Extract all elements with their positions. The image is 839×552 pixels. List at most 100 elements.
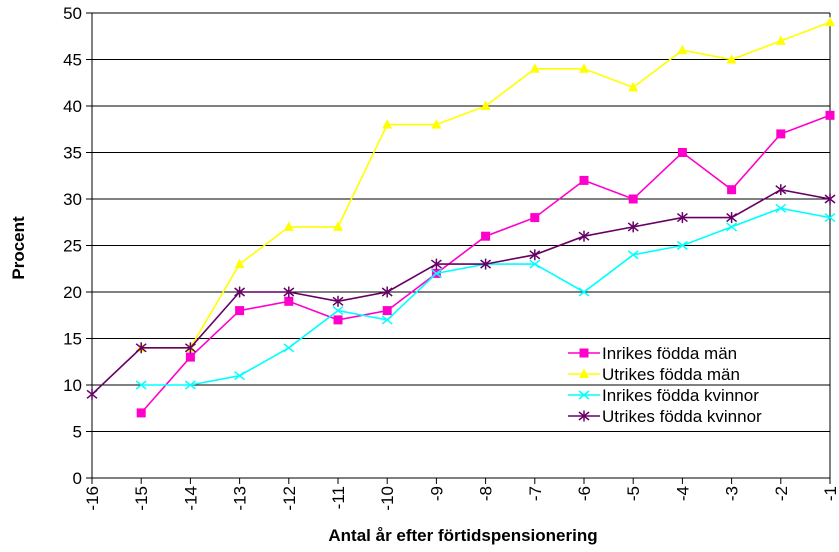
legend-marker <box>579 348 589 358</box>
data-point <box>677 148 687 157</box>
data-point <box>579 63 589 73</box>
axes: 0 5 10 15 20 25 30 35 40 45 50 -16 -15 -14 -13 -12 -11 -1… <box>63 4 839 511</box>
y-tick-label: 10 <box>63 376 82 395</box>
legend: Inrikes födda män Utrikes födda män Inrike… <box>568 344 762 426</box>
data-point <box>382 306 392 316</box>
data-point <box>677 44 688 55</box>
marker-stroke <box>283 343 295 353</box>
data-point <box>578 287 590 297</box>
y-tick-label: 25 <box>63 237 82 256</box>
legend-marker <box>579 368 589 378</box>
marker-stroke <box>332 306 344 316</box>
x-tick-label: -8 <box>477 486 496 501</box>
data-point <box>381 286 393 298</box>
data-point <box>135 342 147 354</box>
y-tick-label: 15 <box>63 330 82 349</box>
legend-label: Utrikes födda kvinnor <box>602 407 762 426</box>
data-point <box>430 268 442 278</box>
series-utrikes-f-dda-kvinnor <box>86 184 836 400</box>
data-point <box>332 306 344 316</box>
gridlines <box>92 12 830 432</box>
series-inrikes-f-dda-m-n <box>136 110 835 418</box>
marker-stroke <box>135 380 147 390</box>
series-utrikes-f-dda-m-n <box>136 16 835 352</box>
data-point <box>529 63 540 73</box>
x-axis-title: Antal år efter förtidspensionering <box>328 526 597 545</box>
marker-stroke <box>627 250 639 260</box>
data-point <box>529 259 541 269</box>
data-point <box>726 212 738 224</box>
marker-stroke <box>676 240 688 251</box>
marker-stroke <box>726 222 738 232</box>
data-point <box>775 184 787 196</box>
series <box>86 16 836 418</box>
y-tick-label: 50 <box>63 4 82 23</box>
data-point <box>333 221 343 231</box>
x-tick-label: -14 <box>181 486 200 511</box>
data-point <box>184 380 196 390</box>
x-tick-label: -13 <box>231 486 250 511</box>
x-tick-label: -3 <box>723 486 742 501</box>
data-point <box>234 286 246 298</box>
x-tick-label: -12 <box>280 486 299 511</box>
x-tick-label: -15 <box>132 486 151 511</box>
data-point <box>578 230 590 242</box>
legend-label: Inrikes födda män <box>602 344 737 363</box>
data-point <box>283 343 295 353</box>
legend-item-inrikes-f-dda-m-n: Inrikes födda män <box>568 344 737 363</box>
y-tick-label: 5 <box>73 423 82 442</box>
data-point <box>431 119 442 129</box>
data-point <box>136 408 146 418</box>
data-point <box>284 296 294 306</box>
y-tick-label: 45 <box>63 51 82 70</box>
x-tick-label: -7 <box>526 486 545 501</box>
y-tick-label: 30 <box>63 190 82 209</box>
data-point <box>381 315 393 325</box>
y-tick-label: 0 <box>73 469 82 488</box>
data-point <box>627 221 639 233</box>
data-point <box>234 371 246 381</box>
y-tick-label: 40 <box>63 97 82 116</box>
legend-marker <box>578 390 590 400</box>
data-point <box>627 250 639 260</box>
data-point <box>283 286 295 298</box>
data-point <box>430 258 442 270</box>
data-point <box>726 54 737 64</box>
data-point <box>825 16 835 27</box>
marker-stroke <box>824 213 836 223</box>
data-point <box>283 221 294 231</box>
marker-stroke <box>234 371 246 381</box>
legend-marker <box>578 410 590 422</box>
x-tick-label: -4 <box>673 486 692 501</box>
data-point <box>676 212 688 224</box>
x-tick-label: -9 <box>427 486 446 501</box>
data-point <box>234 258 245 269</box>
marker-stroke <box>430 268 442 278</box>
y-tick-label: 35 <box>63 144 82 163</box>
legend-item-utrikes-f-dda-m-n: Utrikes födda män <box>568 365 740 384</box>
legend-item-inrikes-f-dda-kvinnor: Inrikes födda kvinnor <box>568 386 759 405</box>
data-point <box>332 295 344 307</box>
x-tick-label: -6 <box>575 486 594 501</box>
data-point <box>185 352 195 362</box>
data-point <box>481 231 491 241</box>
data-point <box>530 213 540 223</box>
data-point <box>775 203 787 213</box>
data-point <box>480 258 492 270</box>
data-point <box>824 213 836 223</box>
series-line-utrikes-f-dda-kvinnor <box>91 188 831 395</box>
data-point <box>333 315 343 325</box>
marker-stroke <box>578 390 590 400</box>
x-tick-label: -2 <box>772 486 791 501</box>
marker-stroke <box>578 287 590 297</box>
data-point <box>382 119 393 129</box>
data-point <box>825 110 835 120</box>
legend-item-utrikes-f-dda-kvinnor: Utrikes födda kvinnor <box>568 407 762 426</box>
data-point <box>135 380 147 390</box>
data-point <box>676 240 688 251</box>
data-point <box>579 175 589 185</box>
x-tick-label: -16 <box>83 486 102 511</box>
data-point <box>628 194 638 204</box>
data-point <box>86 388 98 400</box>
